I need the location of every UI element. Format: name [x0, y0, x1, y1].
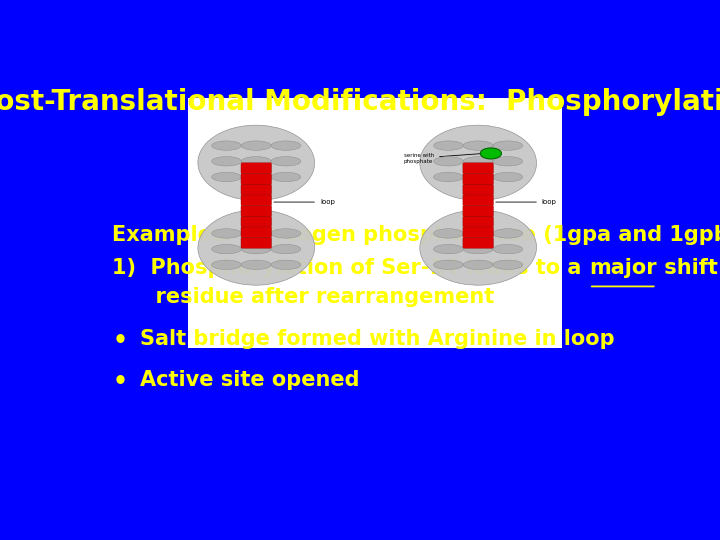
Ellipse shape — [463, 260, 493, 269]
Ellipse shape — [493, 157, 523, 166]
Ellipse shape — [212, 141, 241, 150]
Ellipse shape — [271, 157, 301, 166]
Ellipse shape — [480, 148, 502, 159]
FancyBboxPatch shape — [463, 238, 493, 248]
Text: residue after rearrangement: residue after rearrangement — [112, 287, 495, 307]
Ellipse shape — [241, 229, 271, 238]
Ellipse shape — [463, 245, 493, 254]
Text: Post-Translational Modifications:  Phosphorylation: Post-Translational Modifications: Phosph… — [0, 87, 720, 116]
FancyBboxPatch shape — [241, 163, 271, 173]
Ellipse shape — [198, 210, 315, 285]
FancyBboxPatch shape — [188, 98, 562, 348]
Text: loop: loop — [274, 199, 335, 205]
Text: serine with
phosphate: serine with phosphate — [404, 153, 481, 164]
FancyBboxPatch shape — [463, 206, 493, 216]
FancyBboxPatch shape — [463, 173, 493, 184]
Ellipse shape — [493, 229, 523, 238]
Text: shift of the: shift of the — [657, 258, 720, 278]
Ellipse shape — [271, 229, 301, 238]
Ellipse shape — [493, 141, 523, 150]
Ellipse shape — [212, 229, 241, 238]
Ellipse shape — [433, 260, 463, 269]
Ellipse shape — [463, 157, 493, 166]
Ellipse shape — [433, 172, 463, 181]
Ellipse shape — [241, 260, 271, 269]
Ellipse shape — [271, 172, 301, 181]
Ellipse shape — [212, 157, 241, 166]
Ellipse shape — [198, 125, 315, 200]
Ellipse shape — [493, 245, 523, 254]
Text: loop: loop — [496, 199, 557, 205]
Text: major: major — [589, 258, 657, 278]
FancyBboxPatch shape — [463, 227, 493, 238]
Text: 1)  Phosphorylation of Ser-14 leads to a: 1) Phosphorylation of Ser-14 leads to a — [112, 258, 589, 278]
Text: •: • — [112, 329, 127, 353]
Ellipse shape — [493, 172, 523, 181]
Ellipse shape — [463, 172, 493, 181]
Ellipse shape — [463, 229, 493, 238]
FancyBboxPatch shape — [241, 173, 271, 184]
Text: Salt bridge formed with Arginine in loop: Salt bridge formed with Arginine in loop — [140, 329, 615, 349]
Ellipse shape — [420, 210, 536, 285]
Ellipse shape — [241, 157, 271, 166]
FancyBboxPatch shape — [463, 163, 493, 173]
Ellipse shape — [241, 245, 271, 254]
Ellipse shape — [271, 141, 301, 150]
Ellipse shape — [212, 172, 241, 181]
FancyBboxPatch shape — [241, 206, 271, 216]
Ellipse shape — [463, 141, 493, 150]
Ellipse shape — [241, 141, 271, 150]
Ellipse shape — [420, 125, 536, 200]
FancyBboxPatch shape — [463, 184, 493, 195]
FancyBboxPatch shape — [241, 216, 271, 227]
Ellipse shape — [241, 172, 271, 181]
Ellipse shape — [212, 260, 241, 269]
FancyBboxPatch shape — [241, 227, 271, 238]
FancyBboxPatch shape — [463, 216, 493, 227]
FancyBboxPatch shape — [241, 238, 271, 248]
Text: •: • — [112, 370, 127, 394]
Ellipse shape — [271, 245, 301, 254]
FancyBboxPatch shape — [463, 195, 493, 206]
Ellipse shape — [212, 245, 241, 254]
Ellipse shape — [433, 157, 463, 166]
FancyBboxPatch shape — [241, 195, 271, 206]
Ellipse shape — [271, 260, 301, 269]
Text: Active site opened: Active site opened — [140, 370, 360, 390]
Ellipse shape — [433, 245, 463, 254]
Text: Examples:  Glycogen phosphorylase (1gpa and 1gpb): Examples: Glycogen phosphorylase (1gpa a… — [112, 225, 720, 245]
FancyBboxPatch shape — [241, 184, 271, 195]
Ellipse shape — [433, 141, 463, 150]
Ellipse shape — [433, 229, 463, 238]
Ellipse shape — [493, 260, 523, 269]
